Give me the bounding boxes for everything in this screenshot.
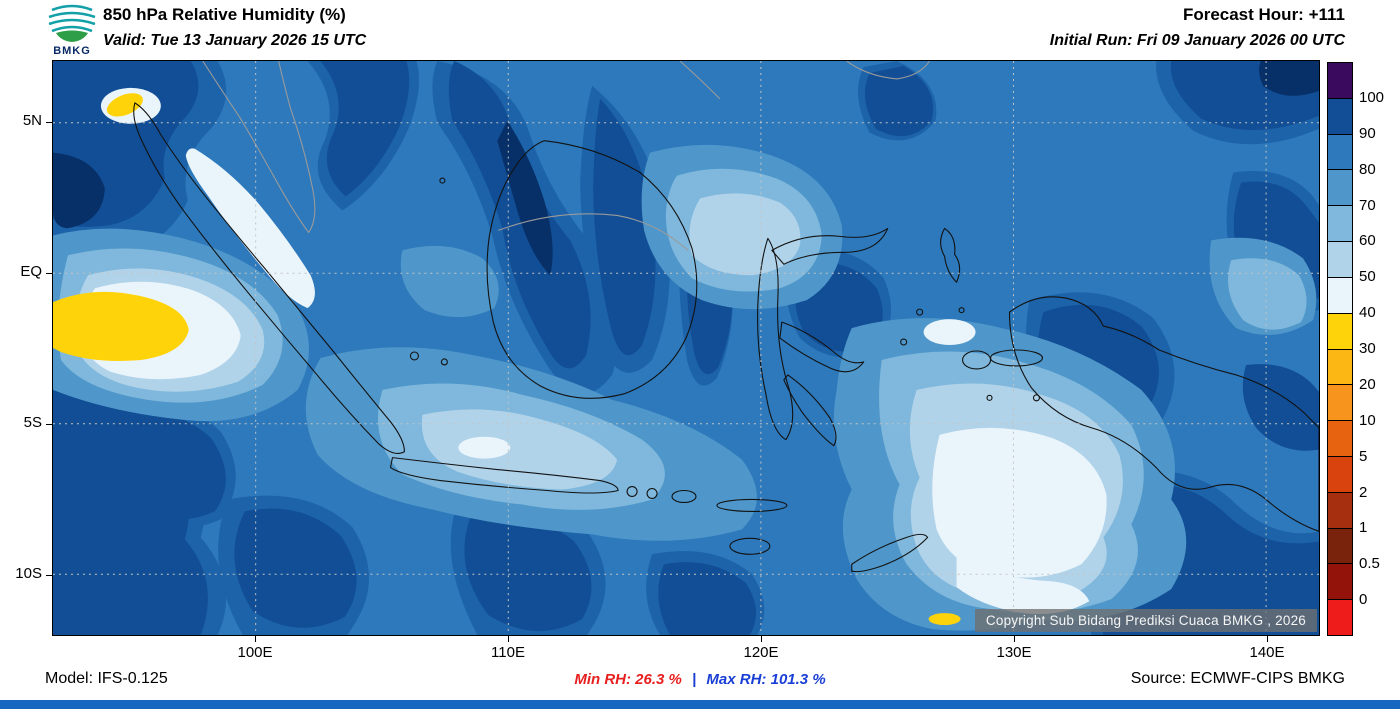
colorbar-tick-5: 5 (1359, 447, 1368, 465)
max-rh-value: 101.3 % (770, 671, 826, 688)
colorbar-segment-4 (1328, 205, 1352, 242)
colorbar-segment-8 (1328, 348, 1352, 385)
lon-tick-120E (761, 636, 763, 642)
colorbar-tick-40: 40 (1359, 304, 1376, 322)
humidity-map (53, 61, 1319, 635)
colorbar-segment-13 (1328, 527, 1352, 564)
bmkg-logo-label: BMKG (53, 45, 91, 57)
colorbar-tick-2: 2 (1359, 483, 1368, 501)
colorbar-segment-10 (1328, 420, 1352, 456)
colorbar-tick-70: 70 (1359, 196, 1376, 214)
min-max-rh: Min RH: 26.3 % | Max RH: 101.3 % (0, 671, 1400, 688)
footer: Model: IFS-0.125 Min RH: 26.3 % | Max RH… (0, 668, 1400, 692)
colorbar-segment-7 (1328, 312, 1352, 349)
min-rh-value: 26.3 % (635, 671, 682, 688)
lat-label-EQ: EQ (20, 263, 42, 280)
header-left: 850 hPa Relative Humidity (%) Valid: Tue… (103, 5, 366, 50)
valid-time-label: Valid: Tue 13 January 2026 15 UTC (103, 32, 367, 49)
lat-tick-5S (46, 424, 52, 426)
max-rh-label: Max RH: (706, 671, 767, 688)
colorbar-bar (1327, 62, 1353, 636)
bottom-accent-bar (0, 700, 1400, 709)
colorbar-ticks: 100 90 80 70 60 50 40 30 20 10 5 2 1 0.5 0 (1359, 62, 1400, 636)
lon-label-130E: 130E (996, 644, 1032, 661)
lon-label-100E: 100E (237, 644, 273, 661)
lat-label-5N: 5N (22, 112, 42, 129)
lat-label-10S: 10S (15, 565, 42, 582)
colorbar-segment-0 (1328, 63, 1352, 98)
lat-tick-10S (46, 575, 52, 577)
model-label: Model: IFS-0.125 (45, 670, 168, 687)
lat-tick-EQ (46, 273, 52, 275)
lon-label-120E: 120E (743, 644, 779, 661)
colorbar-segment-11 (1328, 455, 1352, 492)
colorbar-segment-6 (1328, 276, 1352, 313)
initial-run-label: Initial Run: Fri 09 January 2026 00 UTC (1049, 32, 1345, 49)
lon-tick-110E (508, 636, 510, 642)
humidity-field-98 (53, 61, 1319, 276)
source-label: Source: ECMWF-CIPS BMKG (1130, 670, 1345, 687)
colorbar-tick-60: 60 (1359, 232, 1376, 250)
colorbar-segment-1 (1328, 97, 1352, 134)
lon-label-110E: 110E (491, 644, 525, 661)
colorbar-segment-14 (1328, 563, 1352, 600)
colorbar-tick-100: 100 (1359, 88, 1385, 106)
colorbar-segment-5 (1328, 241, 1352, 277)
lat-tick-5N (46, 122, 52, 124)
coastlines (133, 102, 1319, 573)
bmkg-logo: BMKG (42, 1, 102, 59)
colorbar-tick-30: 30 (1359, 340, 1376, 357)
map-frame: Copyright Sub Bidang Prediksi Cuaca BMKG… (52, 60, 1320, 636)
colorbar-segment-12 (1328, 491, 1352, 528)
min-rh-label: Min RH: (574, 671, 631, 688)
lat-axis: 5N EQ 5S 10S (0, 0, 52, 709)
lat-label-5S: 5S (23, 414, 42, 431)
colorbar-segment-2 (1328, 133, 1352, 170)
colorbar-tick-0.5: 0.5 (1359, 555, 1380, 573)
lon-tick-130E (1014, 636, 1016, 642)
header-right: Forecast Hour: +111 Initial Run: Fri 09 … (1050, 5, 1345, 50)
colorbar-tick-90: 90 (1359, 124, 1376, 142)
colorbar-segment-15 (1328, 599, 1352, 635)
country-borders (202, 61, 931, 251)
lon-tick-140E (1267, 636, 1269, 642)
page-title: 850 hPa Relative Humidity (%) (103, 5, 346, 24)
min-max-separator: | (692, 671, 697, 688)
colorbar-tick-10: 10 (1359, 411, 1376, 429)
lon-axis: 100E 110E 120E 130E 140E (0, 636, 1400, 668)
copyright-overlay: Copyright Sub Bidang Prediksi Cuaca BMKG… (974, 609, 1317, 632)
colorbar-tick-1: 1 (1359, 519, 1368, 537)
colorbar-tick-20: 20 (1359, 375, 1376, 393)
humidity-field-30 (53, 93, 961, 626)
colorbar-tick-50: 50 (1359, 268, 1376, 286)
colorbar-tick-0: 0 (1359, 591, 1368, 609)
colorbar-segment-3 (1328, 169, 1352, 206)
colorbar-tick-80: 80 (1359, 160, 1376, 178)
bmkg-logo-icon (48, 4, 96, 42)
lon-label-140E: 140E (1249, 644, 1285, 661)
lon-tick-100E (255, 636, 257, 642)
forecast-hour-label: Forecast Hour: +111 (1182, 5, 1345, 24)
colorbar-segment-9 (1328, 384, 1352, 421)
